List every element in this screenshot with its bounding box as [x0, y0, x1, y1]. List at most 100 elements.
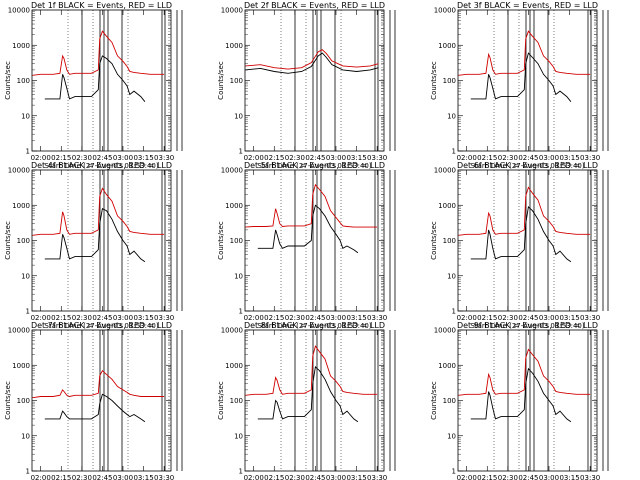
- y-tick-label: 1: [452, 308, 456, 316]
- events-series-line: [257, 204, 359, 254]
- y-tick-label: 1000: [12, 362, 30, 370]
- plot-frame: [457, 9, 598, 152]
- chart-panel-6: Det 6f BLACK = Events, RED = LLD 1 10 100 10…: [430, 161, 609, 330]
- y-tick-label: 1000: [12, 42, 30, 50]
- y-tick-label: 10000: [221, 167, 243, 175]
- x-tick-label: 02:15: [264, 474, 284, 480]
- x-tick-label: 03:15: [133, 474, 153, 480]
- x-tick-label: 02:15: [51, 474, 71, 480]
- x-tick-label: 02:15: [264, 154, 284, 162]
- y-tick-label: 10: [447, 272, 456, 280]
- x-tick-label: 02:15: [477, 154, 497, 162]
- panel-title: Det 6f BLACK = Events, RED = LLD: [457, 161, 598, 170]
- y-tick-label: 10000: [221, 7, 243, 15]
- panel-title: Det 4f BLACK = Events, RED = LLD: [31, 161, 172, 170]
- y-tick-label: 1: [452, 148, 456, 156]
- x-axis-label: Start Time (27-Aug-03 01:53:40): [257, 322, 371, 330]
- y-tick-label: 10000: [434, 327, 456, 335]
- x-axis-label: Start Time (27-Aug-03 01:53:40): [470, 162, 584, 170]
- y-tick-label: 1: [452, 468, 456, 476]
- events-series-line: [470, 367, 572, 423]
- events-series-line: [257, 365, 359, 423]
- plot-frame: [244, 169, 385, 312]
- x-tick-label: 03:30: [367, 154, 387, 162]
- x-tick-label: 02:30: [72, 474, 92, 480]
- y-tick-label: 100: [443, 237, 456, 245]
- x-tick-label: 03:30: [580, 474, 600, 480]
- x-tick-label: 02:30: [72, 154, 92, 162]
- x-tick-label: 02:45: [518, 154, 538, 162]
- chart-panel-2: Det 2f BLACK = Events, RED = LLD 1 10 100 10…: [217, 1, 396, 170]
- y-tick-label: 1: [26, 468, 30, 476]
- x-tick-label: 02:00: [244, 154, 264, 162]
- x-tick-label: 03:15: [559, 314, 579, 322]
- y-tick-label: 10: [234, 432, 243, 440]
- y-tick-label: 1000: [225, 42, 243, 50]
- y-tick-label: 1: [26, 148, 30, 156]
- y-tick-label: 10000: [8, 167, 30, 175]
- y-tick-label: 10000: [221, 327, 243, 335]
- x-tick-label: 02:00: [457, 474, 477, 480]
- x-tick-label: 03:15: [346, 474, 366, 480]
- x-tick-label: 02:15: [477, 314, 497, 322]
- x-tick-label: 03:30: [580, 314, 600, 322]
- y-axis-label: Counts/sec: [4, 61, 12, 100]
- y-axis-label: Counts/sec: [430, 221, 438, 260]
- panel-title: Det 3f BLACK = Events, RED = LLD: [457, 1, 598, 10]
- y-tick-label: 10000: [434, 7, 456, 15]
- x-tick-label: 02:00: [457, 154, 477, 162]
- x-tick-label: 03:00: [113, 314, 133, 322]
- x-axis-label: Start Time (27-Aug-03 01:53:40): [470, 322, 584, 330]
- y-tick-label: 1000: [225, 202, 243, 210]
- x-tick-label: 03:30: [367, 314, 387, 322]
- y-tick-label: 10: [234, 272, 243, 280]
- x-tick-label: 02:30: [285, 474, 305, 480]
- y-tick-label: 1: [239, 308, 243, 316]
- events-series-line: [470, 205, 572, 263]
- chart-panel-4: Det 4f BLACK = Events, RED = LLD 1 10 100 10…: [4, 161, 183, 330]
- x-tick-label: 02:45: [518, 314, 538, 322]
- x-tick-label: 03:15: [133, 154, 153, 162]
- x-axis-label: Start Time (27-Aug-03 01:53:40): [257, 162, 371, 170]
- y-tick-label: 100: [443, 397, 456, 405]
- y-tick-label: 1: [26, 308, 30, 316]
- x-tick-label: 02:45: [92, 474, 112, 480]
- x-tick-label: 03:30: [154, 314, 174, 322]
- chart-panel-3: Det 3f BLACK = Events, RED = LLD 1 10 100 10…: [430, 1, 609, 170]
- x-tick-label: 02:45: [305, 314, 325, 322]
- lld-series-line: [245, 49, 379, 70]
- y-axis-label: Counts/sec: [430, 61, 438, 100]
- x-tick-label: 03:00: [113, 154, 133, 162]
- y-tick-label: 1000: [438, 362, 456, 370]
- events-series-line: [44, 208, 146, 263]
- x-tick-label: 03:30: [580, 154, 600, 162]
- x-tick-label: 02:00: [31, 154, 51, 162]
- lld-series-line: [245, 345, 378, 396]
- plot-frame: [31, 329, 172, 472]
- y-tick-label: 10000: [8, 327, 30, 335]
- x-tick-label: 02:15: [51, 314, 71, 322]
- x-tick-label: 03:30: [154, 154, 174, 162]
- x-tick-label: 02:15: [477, 474, 497, 480]
- x-tick-label: 03:30: [154, 474, 174, 480]
- chart-panel-7: Det 7f BLACK = Events, RED = LLD 1 10 100 10…: [4, 321, 183, 480]
- lld-series-line: [32, 187, 165, 236]
- x-tick-label: 03:00: [326, 314, 346, 322]
- lld-series-line: [458, 186, 591, 236]
- panel-title: Det 8f BLACK = Events, RED = LLD: [244, 321, 385, 330]
- x-tick-label: 02:45: [518, 474, 538, 480]
- x-tick-label: 02:45: [305, 474, 325, 480]
- events-series-line: [245, 52, 379, 74]
- x-tick-label: 03:30: [367, 474, 387, 480]
- y-tick-label: 1: [239, 468, 243, 476]
- lld-series-line: [458, 30, 591, 76]
- x-tick-label: 02:45: [92, 154, 112, 162]
- y-axis-label: Counts/sec: [4, 221, 12, 260]
- y-tick-label: 100: [230, 397, 243, 405]
- panel-title: Det 9f BLACK = Events, RED = LLD: [457, 321, 598, 330]
- events-series-line: [470, 52, 572, 102]
- panel-title: Det 7f BLACK = Events, RED = LLD: [31, 321, 172, 330]
- events-series-line: [44, 393, 146, 423]
- panel-title: Det 2f BLACK = Events, RED = LLD: [244, 1, 385, 10]
